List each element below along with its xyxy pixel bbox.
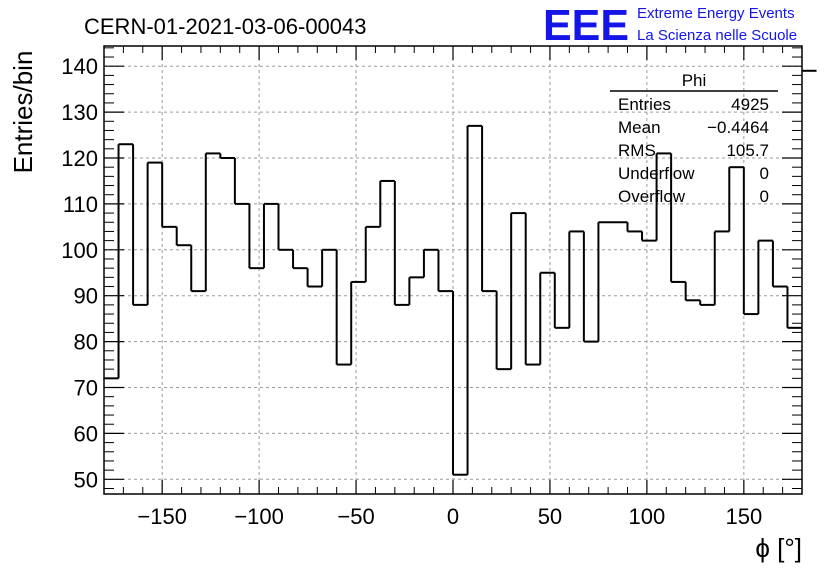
x-tick-label: 50 [538, 504, 562, 529]
org-subtitle: La Scienza nelle Scuole [637, 27, 797, 44]
stats-overflow-label: Overflow [618, 187, 686, 206]
stats-entries-label: Entries [618, 95, 671, 114]
stats-mean-label: Mean [618, 118, 661, 137]
x-tick-label: −100 [234, 504, 284, 529]
org-name: Extreme Energy Events [637, 5, 795, 22]
x-tick-label: −150 [137, 504, 187, 529]
axis-ticks [103, 46, 803, 494]
x-tick-label: 0 [447, 504, 459, 529]
chart-title: CERN-01-2021-03-06-00043 [84, 14, 367, 39]
y-tick-label: 60 [74, 421, 98, 446]
x-axis-label: ϕ [°] [755, 533, 802, 563]
y-tick-label: 120 [61, 146, 98, 171]
y-tick-label: 90 [74, 284, 98, 309]
stats-underflow-label: Underflow [618, 164, 695, 183]
histogram-series [104, 69, 817, 476]
y-axis-label: Entries/bin [8, 51, 38, 174]
stats-mean-value: −0.4464 [707, 118, 769, 137]
stats-rms-value: 105.7 [726, 141, 769, 160]
stats-title: Phi [682, 71, 707, 90]
stats-box: Phi Entries 4925 Mean −0.4464 RMS 105.7 … [610, 71, 778, 206]
y-tick-label: 140 [61, 54, 98, 79]
stats-entries-value: 4925 [731, 95, 769, 114]
y-tick-label: 80 [74, 330, 98, 355]
x-tick-label: 150 [725, 504, 762, 529]
tick-labels: −150 −100 −50 0 50 100 150 50 60 70 80 90 100 110 120 1… [61, 54, 762, 529]
x-tick-label: 100 [629, 504, 666, 529]
y-tick-label: 70 [74, 376, 98, 401]
y-tick-label: 130 [61, 100, 98, 125]
y-tick-label: 100 [61, 238, 98, 263]
stats-underflow-value: 0 [760, 164, 769, 183]
stats-rms-label: RMS [618, 141, 656, 160]
y-tick-label: 110 [63, 192, 98, 217]
x-tick-label: −50 [337, 504, 374, 529]
eee-logo: EEE [543, 1, 629, 50]
stats-overflow-value: 0 [760, 187, 769, 206]
y-tick-label: 50 [74, 467, 98, 492]
